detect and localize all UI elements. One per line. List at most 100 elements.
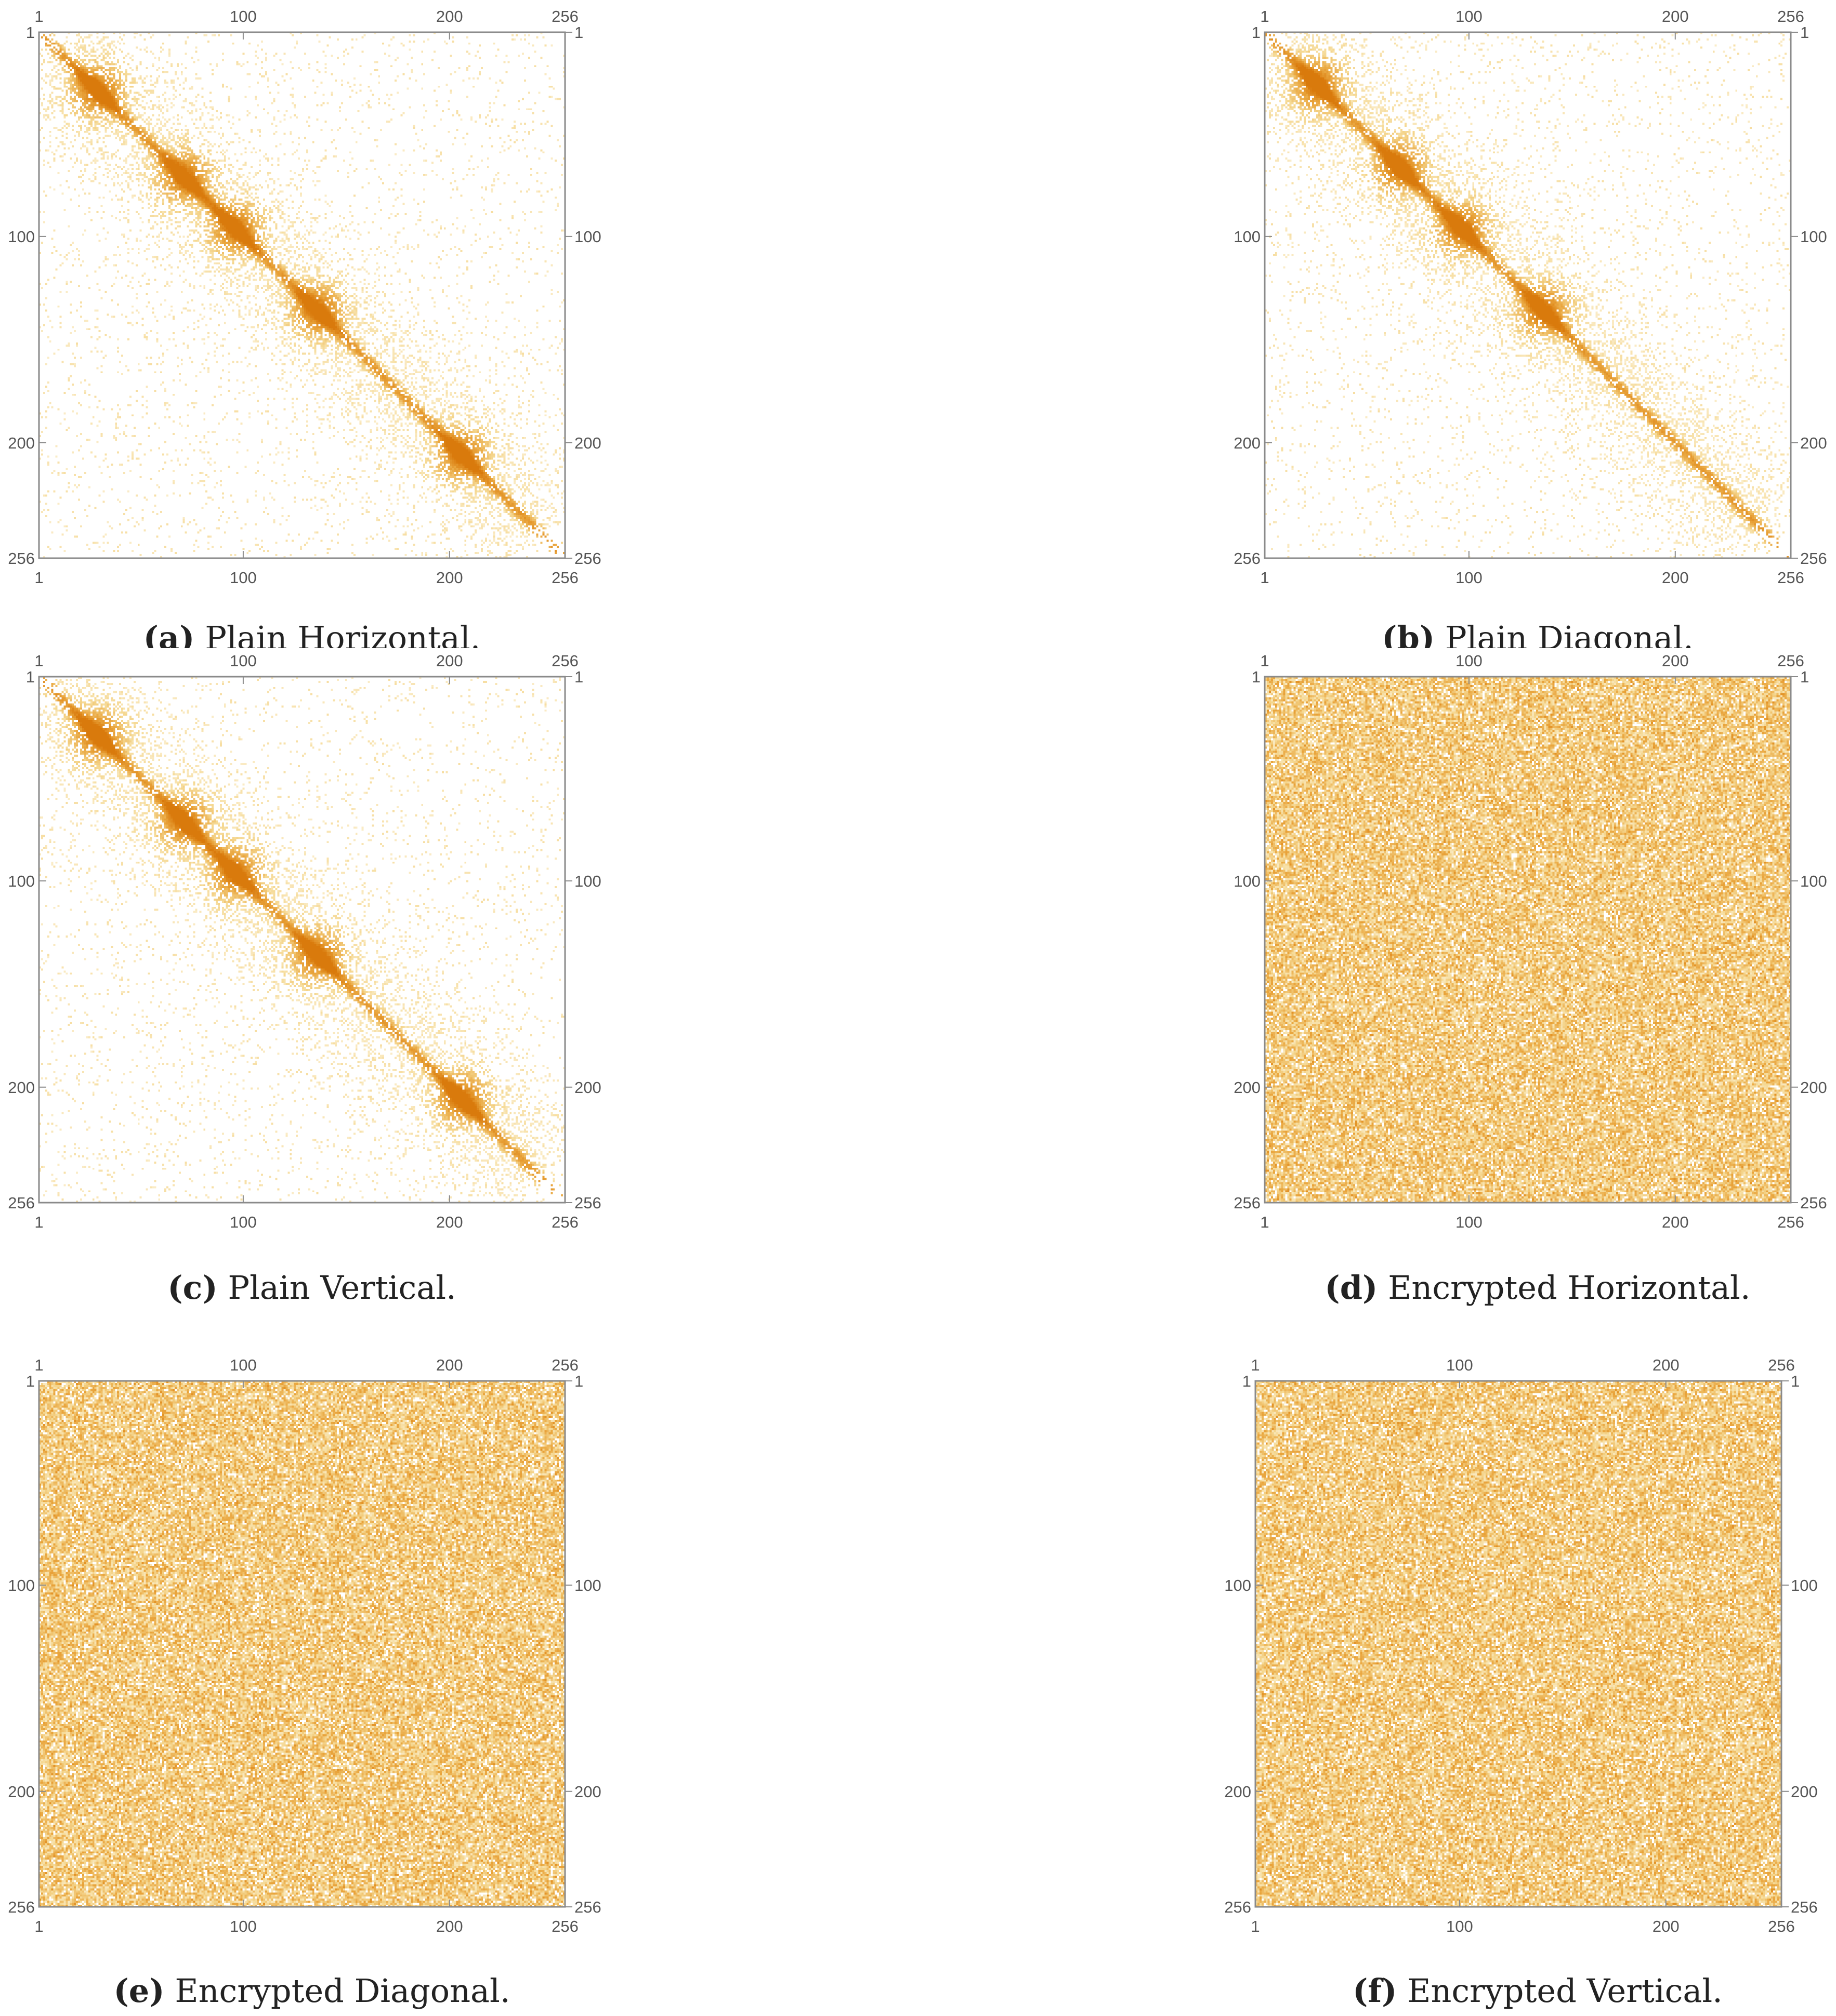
y-tick-label-left-a-1: 100 bbox=[8, 228, 35, 246]
y-tick-label-right-f-1: 100 bbox=[1791, 1576, 1818, 1595]
x-tick-label-top-d-0: 1 bbox=[1260, 652, 1269, 670]
y-tick-label-left-b-3: 256 bbox=[1234, 549, 1261, 568]
y-tick-label-right-b-1: 100 bbox=[1800, 228, 1827, 246]
caption-text-c: Plain Vertical. bbox=[228, 1269, 456, 1307]
x-tick-label-top-d-3: 256 bbox=[1777, 652, 1804, 670]
y-tick-label-right-b-2: 200 bbox=[1800, 434, 1827, 452]
x-tick-label-top-f-2: 200 bbox=[1653, 1356, 1680, 1374]
x-tick-label-bottom-d-1: 100 bbox=[1455, 1213, 1483, 1231]
x-tick-label-bottom-b-0: 1 bbox=[1260, 569, 1269, 587]
y-tick-label-left-b-2: 200 bbox=[1234, 434, 1261, 452]
x-tick-label-top-c-2: 200 bbox=[436, 652, 463, 670]
x-tick-label-top-c-1: 100 bbox=[230, 652, 257, 670]
caption-text-d: Encrypted Horizontal. bbox=[1388, 1269, 1751, 1307]
axes-frame-d bbox=[1264, 676, 1792, 1204]
y-tick-label-left-c-2: 200 bbox=[8, 1078, 35, 1097]
x-tick-label-bottom-f-2: 200 bbox=[1653, 1917, 1680, 1935]
x-tick-label-top-e-2: 200 bbox=[436, 1356, 463, 1374]
x-tick-label-bottom-f-0: 1 bbox=[1251, 1917, 1260, 1935]
x-tick-label-top-f-3: 256 bbox=[1768, 1356, 1795, 1374]
chart-panel-a: 1 1 100 100 200 200 256 256 1 1 100 100 200 200 256 256 bbox=[0, 0, 624, 592]
caption-b: (b) Plain Diagonal. bbox=[1226, 622, 1836, 648]
y-tick-label-right-a-1: 100 bbox=[574, 228, 601, 246]
chart-panel-c: 1 1 100 100 200 200 256 256 1 1 100 100 200 200 256 256 bbox=[0, 644, 624, 1237]
y-tick-label-right-f-3: 256 bbox=[1791, 1898, 1818, 1916]
y-tick-label-right-a-2: 200 bbox=[574, 434, 601, 452]
caption-letter-f: (f) bbox=[1353, 1972, 1397, 2010]
y-tick-label-left-f-3: 256 bbox=[1224, 1898, 1251, 1916]
x-tick-label-top-a-0: 1 bbox=[34, 7, 43, 25]
x-tick-label-bottom-a-0: 1 bbox=[34, 569, 43, 587]
y-tick-label-left-f-1: 100 bbox=[1224, 1576, 1251, 1595]
x-tick-label-bottom-c-0: 1 bbox=[34, 1213, 43, 1231]
y-tick-label-left-b-1: 100 bbox=[1234, 228, 1261, 246]
x-tick-label-top-b-2: 200 bbox=[1662, 7, 1689, 25]
axes-frame-e bbox=[38, 1380, 566, 1908]
caption-e: (e) Encrypted Diagonal. bbox=[0, 1975, 624, 2007]
caption-text-a: Plain Horizontal. bbox=[205, 622, 481, 648]
x-tick-label-bottom-f-3: 256 bbox=[1768, 1917, 1795, 1935]
x-tick-label-top-d-2: 200 bbox=[1662, 652, 1689, 670]
y-tick-label-left-d-1: 100 bbox=[1234, 872, 1261, 890]
x-tick-label-bottom-c-1: 100 bbox=[230, 1213, 257, 1231]
heatmap-image-a bbox=[39, 32, 565, 558]
y-tick-label-right-c-1: 100 bbox=[574, 872, 601, 890]
x-tick-label-top-b-0: 1 bbox=[1260, 7, 1269, 25]
x-tick-label-top-a-2: 200 bbox=[436, 7, 463, 25]
y-tick-label-left-f-0: 1 bbox=[1242, 1372, 1251, 1390]
y-tick-label-left-c-1: 100 bbox=[8, 872, 35, 890]
x-tick-label-bottom-e-2: 200 bbox=[436, 1917, 463, 1935]
x-tick-label-bottom-a-2: 200 bbox=[436, 569, 463, 587]
axes-frame-c bbox=[38, 676, 566, 1204]
x-tick-label-bottom-b-2: 200 bbox=[1662, 569, 1689, 587]
caption-letter-a: (a) bbox=[143, 622, 195, 648]
x-tick-label-bottom-e-1: 100 bbox=[230, 1917, 257, 1935]
x-tick-label-bottom-f-1: 100 bbox=[1446, 1917, 1473, 1935]
y-tick-label-right-d-1: 100 bbox=[1800, 872, 1827, 890]
axes-frame-b bbox=[1264, 31, 1792, 559]
caption-letter-e: (e) bbox=[113, 1972, 165, 2010]
caption-letter-b: (b) bbox=[1382, 622, 1435, 648]
x-tick-label-top-f-1: 100 bbox=[1446, 1356, 1473, 1374]
y-tick-label-left-f-2: 200 bbox=[1224, 1783, 1251, 1801]
x-tick-label-top-f-0: 1 bbox=[1251, 1356, 1260, 1374]
y-tick-label-right-f-2: 200 bbox=[1791, 1783, 1818, 1801]
x-tick-label-top-a-1: 100 bbox=[230, 7, 257, 25]
x-tick-label-top-b-3: 256 bbox=[1777, 7, 1804, 25]
y-tick-label-right-e-0: 1 bbox=[574, 1372, 583, 1390]
axes-frame-a bbox=[38, 31, 566, 559]
y-tick-label-right-f-0: 1 bbox=[1791, 1372, 1800, 1390]
y-tick-label-left-b-0: 1 bbox=[1252, 23, 1261, 42]
y-tick-label-left-a-3: 256 bbox=[8, 549, 35, 568]
y-tick-label-right-c-0: 1 bbox=[574, 668, 583, 686]
x-tick-label-bottom-a-3: 256 bbox=[552, 569, 579, 587]
chart-panel-e: 1 1 100 100 200 200 256 256 1 1 100 100 200 200 256 256 bbox=[0, 1349, 624, 1941]
y-tick-label-right-e-3: 256 bbox=[574, 1898, 601, 1916]
caption-text-f: Encrypted Vertical. bbox=[1407, 1972, 1723, 2010]
x-tick-label-bottom-b-1: 100 bbox=[1455, 569, 1483, 587]
x-tick-label-top-d-1: 100 bbox=[1455, 652, 1483, 670]
y-tick-label-right-a-0: 1 bbox=[574, 23, 583, 42]
y-tick-label-right-a-3: 256 bbox=[574, 549, 601, 568]
caption-text-b: Plain Diagonal. bbox=[1445, 622, 1694, 648]
y-tick-label-left-d-2: 200 bbox=[1234, 1078, 1261, 1097]
caption-letter-c: (c) bbox=[167, 1269, 218, 1307]
y-tick-label-left-c-3: 256 bbox=[8, 1194, 35, 1212]
y-tick-label-left-a-0: 1 bbox=[26, 23, 35, 42]
caption-f: (f) Encrypted Vertical. bbox=[1226, 1975, 1836, 2007]
y-tick-label-left-e-3: 256 bbox=[8, 1898, 35, 1916]
y-tick-label-left-e-2: 200 bbox=[8, 1783, 35, 1801]
y-tick-label-left-a-2: 200 bbox=[8, 434, 35, 452]
heatmap-image-d bbox=[1265, 677, 1791, 1203]
x-tick-label-bottom-e-3: 256 bbox=[552, 1917, 579, 1935]
y-tick-label-left-e-1: 100 bbox=[8, 1576, 35, 1595]
caption-d: (d) Encrypted Horizontal. bbox=[1226, 1272, 1836, 1304]
